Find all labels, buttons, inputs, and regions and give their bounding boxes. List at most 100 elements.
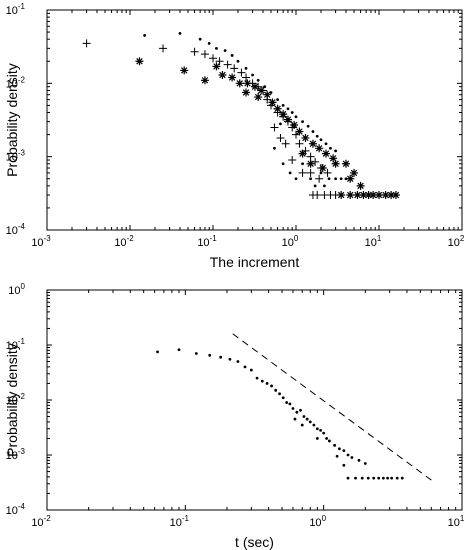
data-point-dot [342,463,346,467]
data-point-dot [366,476,370,480]
data-point-dot [346,476,350,480]
data-point-star [331,159,340,168]
data-point-dot [194,352,198,355]
data-point-dot [294,115,298,119]
data-point-dot [315,427,319,431]
data-point-plus [237,68,246,77]
data-point-dot [177,348,181,352]
data-point-star [350,168,359,177]
x-tick-label: 102 [448,234,465,249]
data-point-plus [323,168,332,177]
data-point-plus [242,73,251,82]
data-point-dot [381,476,385,480]
data-point-dot [273,146,276,150]
data-point-plus [215,57,224,66]
bottom-chart: 10-2 10-1 100 101 10-4 10-3 10-2 10-1 100 t (sec)… [4,282,465,550]
x-tick-label: 10-1 [170,514,190,529]
data-point-dot [295,410,299,414]
x-tick-label: 101 [365,234,382,249]
data-point-star [254,93,263,102]
data-point-dot [251,73,255,77]
data-point-dot [386,476,390,480]
data-point-dot [400,476,404,480]
data-point-dot [327,177,331,181]
data-point-dot [228,357,232,361]
data-point-plus [190,47,199,56]
data-point-star [235,79,244,88]
data-point-dot [322,431,326,435]
data-point-star [218,70,227,79]
data-point-dot [269,91,273,94]
data-point-dot [327,439,331,443]
data-point-star [298,149,307,158]
data-point-dot [291,407,295,410]
data-point-dot [279,122,282,126]
data-point-dot [377,476,381,480]
data-point-dot [335,454,339,458]
data-point-plus [200,50,209,59]
data-point-dot [309,177,313,181]
data-point-star [273,104,282,113]
data-point-dot [244,66,248,70]
data-point-star [250,82,259,91]
data-point-plus [288,156,297,165]
data-point-star [353,191,362,200]
data-point-plus [315,174,324,183]
data-point-star [337,191,346,200]
y-axis-label: Probability density [4,63,20,177]
data-point-star [135,57,144,66]
x-axis-label: t (sec) [235,534,274,550]
data-point-star [387,191,396,200]
data-point-star [263,90,272,99]
data-point-dot [319,429,322,432]
data-point-plus [276,133,285,142]
data-point-star [322,149,331,158]
data-point-dot [215,46,218,50]
data-point-dot [346,453,350,457]
data-point-star [212,62,221,71]
data-point-dot [306,124,310,128]
data-point-star [315,144,324,153]
y-tick-label: 10-2 [6,75,26,90]
data-point-dot [299,408,302,412]
data-point-star [364,191,373,200]
data-point-dot [319,171,323,175]
data-point-star [283,115,292,124]
data-point-dot [243,365,247,369]
data-point-dot [281,104,285,107]
data-point-plus [295,139,304,148]
y-tick-label: 10-1 [6,2,26,17]
data-point-star [369,191,378,200]
x-tick-label: 101 [448,514,465,529]
data-point-dot [354,476,357,480]
data-point-dot [344,177,348,181]
data-point-star [346,174,355,183]
data-point-star [295,127,304,136]
data-point-star [268,98,277,107]
data-point-dot [357,458,361,462]
data-point-plus [230,64,239,73]
data-point-dot [274,388,278,392]
x-tick-label: 10-1 [197,234,217,249]
plot-frame [46,9,463,231]
y-axis-label: Probability density [4,343,20,457]
y-tick-label: 100 [8,282,25,297]
y-tick-label: 10-4 [6,222,26,237]
data-point-dot [156,350,159,354]
data-point-dot [390,476,394,480]
data-point-dot [300,423,304,427]
data-point-star [381,191,390,200]
data-point-star [290,121,299,130]
data-point-dot [360,476,364,480]
data-point-dot [311,130,315,133]
data-point-star [306,159,315,168]
data-point-plus [306,152,315,161]
data-point-star [375,191,383,200]
data-point-star [228,73,237,82]
data-point-dot [285,401,289,404]
data-point-dot [301,162,304,166]
x-tick-label: 100 [309,514,326,529]
top-chart: 10-3 10-2 10-1 100 101 102 10-4 10-3 10-2 10-1 The… [4,2,465,270]
data-point-plus [306,168,315,177]
